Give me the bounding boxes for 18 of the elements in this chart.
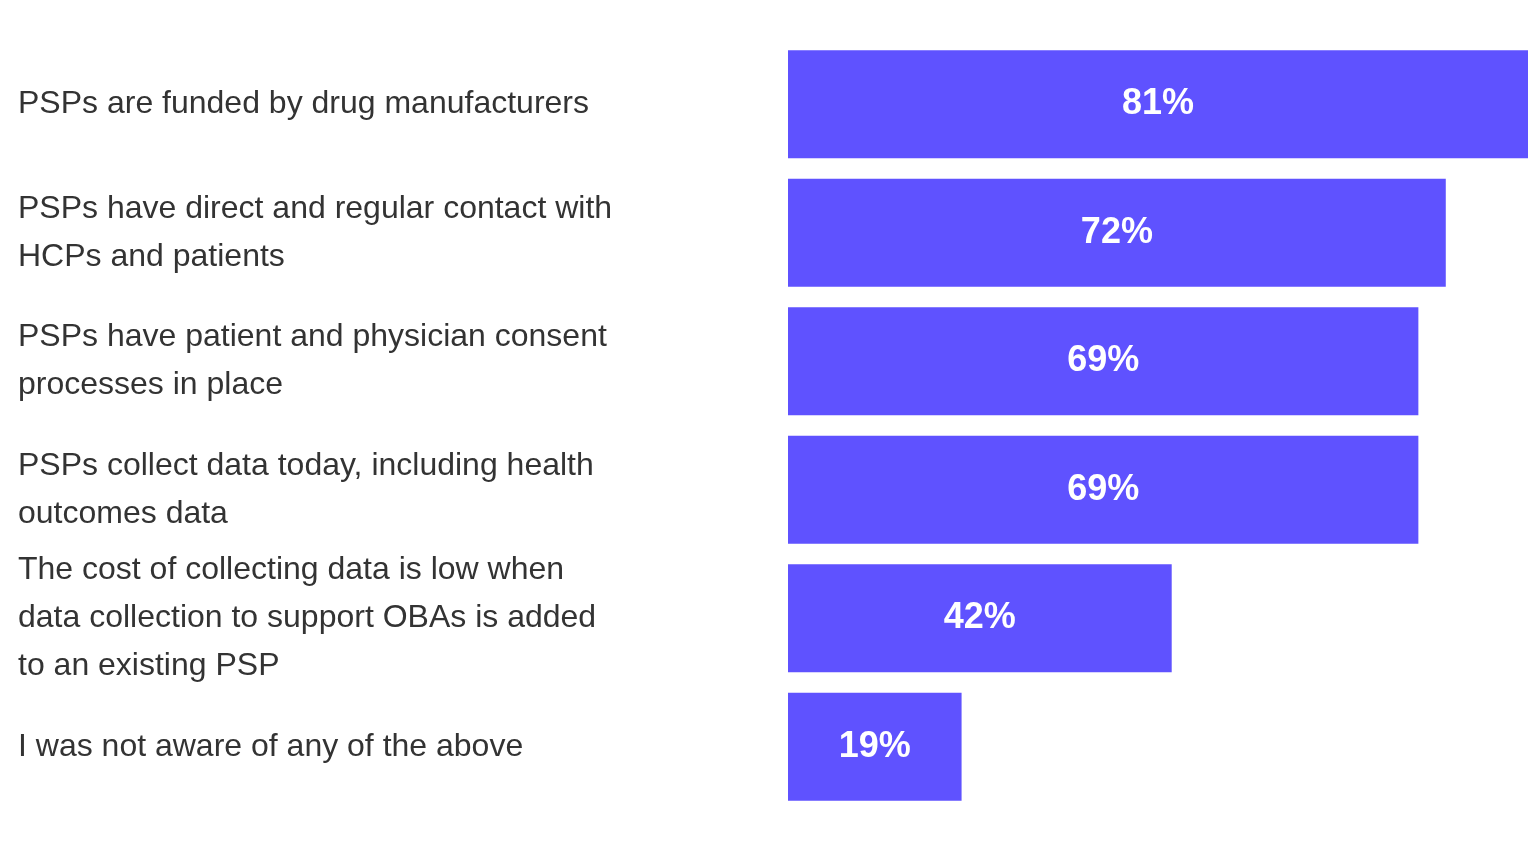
- y-tick-label: PSPs have direct and regular contact with HCPs and patients: [18, 188, 613, 273]
- bar: [788, 178, 1446, 287]
- bar: [788, 307, 1419, 416]
- data-label: 42%: [943, 595, 1016, 637]
- y-tick-label: PSPs are funded by drug manufacturers: [18, 84, 589, 121]
- y-tick-label: PSPs collect data today, including health outcomes data: [18, 445, 594, 530]
- data-label: 72%: [1080, 209, 1153, 251]
- data-label: 81%: [1121, 81, 1195, 123]
- data-label: 19%: [838, 723, 911, 765]
- bar: [788, 564, 1172, 673]
- y-tick-label: PSPs have patient and physician consent processes in place: [18, 317, 607, 402]
- data-label: 69%: [1067, 338, 1140, 380]
- bar: [788, 435, 1419, 544]
- y-tick-label: The cost of collecting data is low when data collection to support OBAs is added to an existing PSP: [18, 550, 597, 683]
- y-tick-label: I was not aware of any of the above: [18, 726, 524, 763]
- bar: [788, 50, 1528, 159]
- data-label: 69%: [1067, 466, 1140, 508]
- bar: [788, 692, 962, 801]
